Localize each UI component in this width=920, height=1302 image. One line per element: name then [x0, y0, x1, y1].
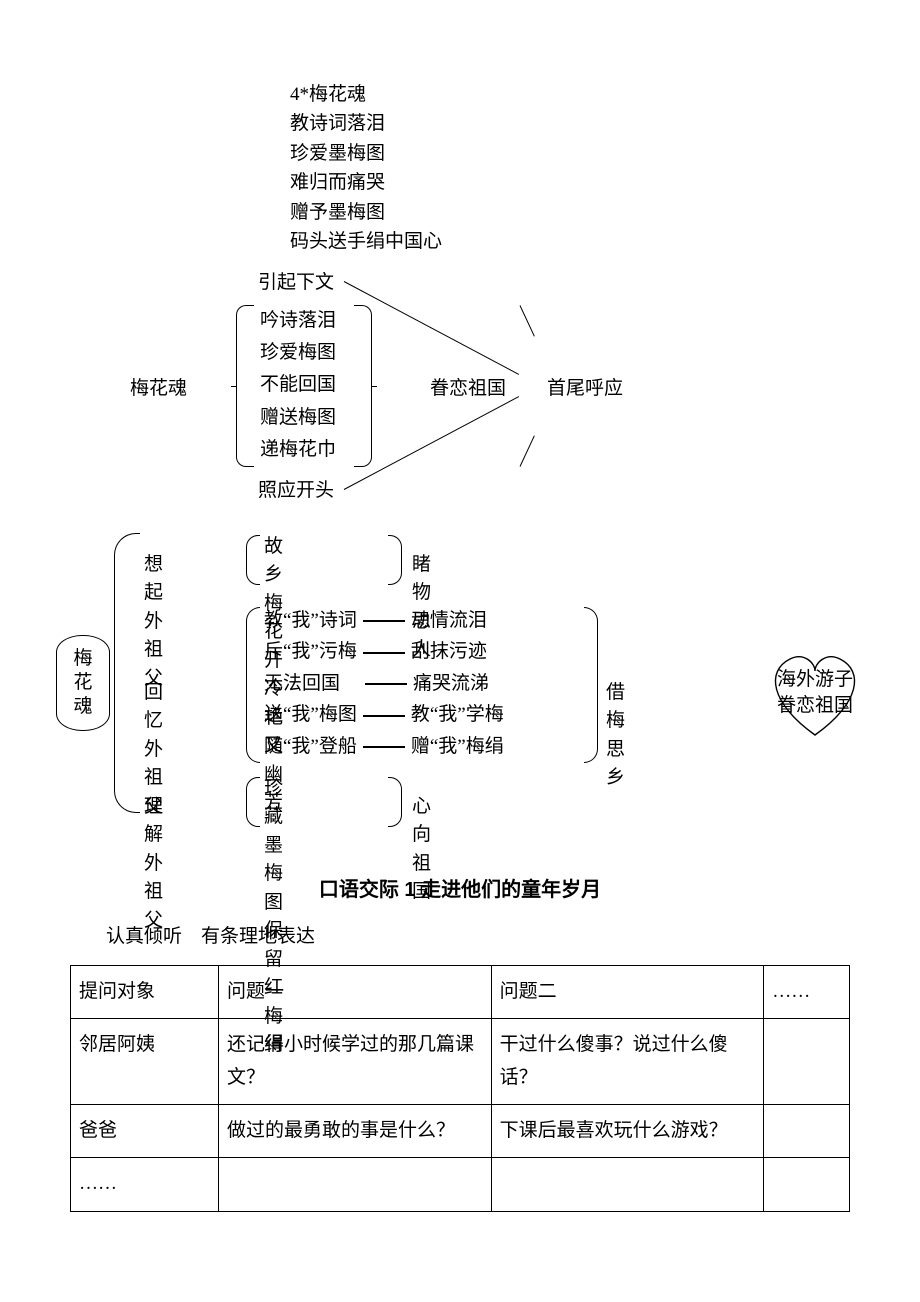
top-line: 赠予墨梅图 [290, 198, 850, 227]
d2-root-text: 梅花魂 [73, 647, 92, 718]
table-cell: …… [71, 1158, 219, 1211]
interview-table: 提问对象 问题一 问题二 …… 邻居阿姨 还记得小时候学过的那几篇课文？ 干过什… [70, 965, 850, 1211]
paren-close-icon [388, 777, 402, 827]
table-header-row: 提问对象 问题一 问题二 …… [71, 966, 850, 1019]
table-row: 邻居阿姨 还记得小时候学过的那几篇课文？ 干过什么傻事？说过什么傻话？ [71, 1019, 850, 1105]
heart-text: 海外游子 眷恋祖国 [777, 667, 853, 718]
d2-pair: 斥“我”污梅刮抹污迹 [264, 636, 504, 668]
paren-open-icon [246, 607, 260, 763]
dash-icon [363, 746, 405, 748]
top-line: 难归而痛哭 [290, 168, 850, 197]
dash-icon [363, 715, 405, 717]
d1-item: 不能回国 [260, 369, 336, 401]
d2-pair: 无法回国 痛哭流涕 [264, 668, 504, 700]
angle-icon [520, 305, 521, 467]
top-line: 教诗词落泪 [290, 109, 850, 138]
table-cell: 还记得小时候学过的那几篇课文？ [219, 1019, 492, 1105]
d2-items: 教“我”诗词动情流泪 斥“我”污梅刮抹污迹 无法回国 痛哭流涕 送“我”梅图教“… [264, 605, 504, 763]
table-header: …… [764, 966, 850, 1019]
paren-close-icon [584, 607, 598, 763]
d1-mid: 眷恋祖国 [430, 375, 506, 404]
d1-bottom-label: 照应开头 [258, 477, 334, 506]
d2-pair: 教“我”诗词动情流泪 [264, 605, 504, 637]
dash-icon [363, 620, 405, 622]
d1-item: 递梅花巾 [260, 434, 336, 466]
table-cell: 做过的最勇敢的事是什么？ [219, 1105, 492, 1158]
d2-summary: 借梅思乡 [606, 679, 625, 793]
table-cell: 邻居阿姨 [71, 1019, 219, 1105]
big-paren-icon [114, 533, 140, 813]
table-cell [491, 1158, 764, 1211]
d2-summary: 心向祖国 [412, 793, 431, 907]
table-header: 提问对象 [71, 966, 219, 1019]
table-header: 问题二 [491, 966, 764, 1019]
diagram-meihuahun-detail: 梅花魂 想起外祖父 故乡梅花开 冷艳又幽芳 睹物思人 回忆外祖父 教“我”诗词动… [60, 515, 850, 835]
paren-open-icon [246, 535, 260, 585]
brace-close-icon [354, 305, 372, 467]
d1-item: 珍爱梅图 [260, 337, 336, 369]
table-row: 爸爸 做过的最勇敢的事是什么？ 下课后最喜欢玩什么游戏？ [71, 1105, 850, 1158]
d1-item: 吟诗落泪 [260, 305, 336, 337]
top-line: 码头送手绢中国心 [290, 227, 850, 256]
top-line: 4*梅花魂 [290, 80, 850, 109]
table-cell [219, 1158, 492, 1211]
table-header: 问题一 [219, 966, 492, 1019]
d2-branch-label: 理解外祖父 [144, 793, 163, 936]
paren-close-icon [388, 535, 402, 585]
d2-pair: 随“我”登船赠“我”梅绢 [264, 731, 504, 763]
table-cell: 干过什么傻事？说过什么傻话？ [491, 1019, 764, 1105]
paren-open-icon [246, 777, 260, 827]
d2-root-cloud: 梅花魂 [56, 635, 110, 731]
d2-item: 保留红梅绢 [264, 917, 283, 1060]
brace-open-icon [236, 305, 254, 467]
dash-icon [363, 652, 405, 654]
d2-item: 珍藏墨梅图 [264, 775, 283, 918]
subnote: 认真倾听 有条理地表达 [106, 923, 850, 952]
top-text-block: 4*梅花魂 教诗词落泪 珍爱墨梅图 难归而痛哭 赠予墨梅图 码头送手绢中国心 [290, 80, 850, 257]
heart-conclusion: 海外游子 眷恋祖国 [760, 645, 870, 741]
table-cell [764, 1019, 850, 1105]
section-title: 口语交际 1 走进他们的童年岁月 [70, 875, 850, 905]
d2-items: 珍藏墨梅图 保留红梅绢 [264, 775, 283, 1060]
d2-pair: 送“我”梅图教“我”学梅 [264, 699, 504, 731]
d1-list: 吟诗落泪 珍爱梅图 不能回国 赠送梅图 递梅花巾 [260, 305, 336, 466]
d1-item: 赠送梅图 [260, 402, 336, 434]
table-cell [764, 1158, 850, 1211]
top-line: 珍爱墨梅图 [290, 139, 850, 168]
d2-branch-label: 想起外祖父 [144, 551, 163, 694]
d1-root: 梅花魂 [130, 375, 187, 404]
table-cell: 爸爸 [71, 1105, 219, 1158]
dash-icon [365, 683, 407, 685]
diagram-meihuahun-structure: 梅花魂 引起下文 吟诗落泪 珍爱梅图 不能回国 赠送梅图 递梅花巾 照应开头 眷… [130, 275, 850, 505]
d1-right: 首尾呼应 [547, 375, 623, 404]
d1-top-label: 引起下文 [258, 269, 334, 298]
table-cell: 下课后最喜欢玩什么游戏？ [491, 1105, 764, 1158]
table-cell [764, 1105, 850, 1158]
table-row: …… [71, 1158, 850, 1211]
